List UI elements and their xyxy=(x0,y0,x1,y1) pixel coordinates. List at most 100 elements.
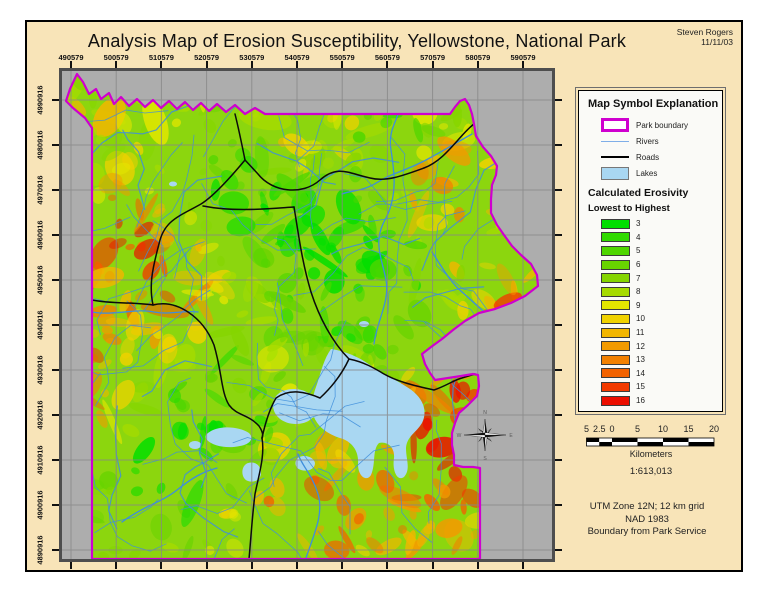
note-line: UTM Zone 12N; 12 km grid xyxy=(589,501,705,512)
x-axis-tick xyxy=(341,562,344,569)
roads-layer xyxy=(91,113,476,559)
note-line: NAD 1983 xyxy=(625,513,669,525)
x-axis-tick xyxy=(476,562,479,569)
legend-item-label: Park boundary xyxy=(636,120,689,130)
note-line: Boundary from Park Service xyxy=(587,526,707,537)
y-axis-label: 4960916 xyxy=(35,220,45,250)
y-axis-tick xyxy=(555,549,562,551)
x-axis-tick xyxy=(205,562,208,569)
scale-bar-number: 5 xyxy=(583,424,590,434)
y-axis-label: 4890916 xyxy=(35,535,45,565)
x-axis-tick xyxy=(522,61,524,68)
author-name: Steven Rogers xyxy=(676,27,733,37)
svg-text:N: N xyxy=(483,410,487,416)
scale-bar-number: 2.5 xyxy=(592,424,606,434)
x-axis-label: 510579 xyxy=(148,53,174,62)
scale-bar-number: 5 xyxy=(634,424,641,434)
x-axis-label: 550579 xyxy=(329,53,355,62)
legend-class-row: 12 xyxy=(601,339,722,353)
map-notes: UTM Zone 12N; 12 km grid NAD 1983 Boundary… xyxy=(547,501,747,539)
x-axis-tick xyxy=(160,562,163,569)
y-axis-label: 4980916 xyxy=(35,130,45,160)
erosivity-swatch xyxy=(601,273,630,284)
y-axis-label: 4930916 xyxy=(35,355,45,385)
erosivity-swatch xyxy=(601,232,630,243)
x-axis-tick xyxy=(250,61,253,68)
erosivity-swatch xyxy=(601,286,630,297)
legend-class-row: 7 xyxy=(601,271,722,285)
x-axis-tick xyxy=(250,562,253,569)
y-axis-tick xyxy=(52,99,59,101)
y-axis-tick xyxy=(52,369,59,371)
legend-box: Map Symbol Explanation Park boundary Rive… xyxy=(578,90,723,412)
y-axis-label: 4940916 xyxy=(35,310,45,340)
y-axis-tick xyxy=(52,459,59,461)
legend-class-row: 4 xyxy=(601,231,722,245)
erosivity-swatch xyxy=(601,327,630,338)
y-axis-tick xyxy=(52,279,59,281)
x-axis-tick xyxy=(115,562,118,569)
x-axis-label: 520579 xyxy=(194,53,220,62)
scale-bar: 5 2.5 0 5 10 15 20 Kilometers 1:613,013 xyxy=(583,424,723,484)
park-boundary xyxy=(64,72,540,559)
map-canvas: N E S W xyxy=(62,71,552,559)
map-frame: N E S W xyxy=(59,68,555,562)
author-date: 11/11/03 xyxy=(701,37,733,47)
y-axis-tick xyxy=(52,189,59,191)
y-axis-tick xyxy=(555,414,562,416)
erosivity-swatch xyxy=(601,354,630,365)
y-axis-tick xyxy=(52,414,59,416)
scale-ratio: 1:613,013 xyxy=(629,466,673,477)
y-axis-label: 4900916 xyxy=(35,490,45,520)
y-axis-tick xyxy=(555,99,562,101)
erosivity-swatch xyxy=(601,218,630,229)
erosivity-value: 10 xyxy=(636,314,645,324)
x-axis-tick xyxy=(115,61,118,68)
x-axis-label: 590579 xyxy=(510,53,536,62)
legend-title: Map Symbol Explanation xyxy=(588,98,719,110)
erosivity-value: 16 xyxy=(636,396,645,406)
erosivity-swatch xyxy=(601,313,630,324)
erosivity-value: 14 xyxy=(636,368,645,378)
x-axis-label: 570579 xyxy=(420,53,446,62)
y-axis-tick xyxy=(555,144,562,146)
y-axis-tick xyxy=(555,369,562,371)
legend-item: Park boundary xyxy=(601,117,722,133)
x-axis-tick xyxy=(160,61,163,68)
x-axis-tick xyxy=(205,61,208,68)
x-axis-tick xyxy=(70,61,72,68)
erosivity-swatch xyxy=(601,300,630,311)
y-axis-tick xyxy=(52,234,59,236)
erosivity-swatch xyxy=(601,381,630,392)
scale-bar-number: 10 xyxy=(657,424,669,434)
legend-class-row: 3 xyxy=(601,217,722,231)
erosivity-swatch xyxy=(601,259,630,270)
x-axis-label: 490579 xyxy=(58,53,84,62)
legend-item: Rivers xyxy=(601,133,722,149)
map-layout-panel: Analysis Map of Erosion Susceptibility, … xyxy=(25,20,743,572)
erosivity-swatch xyxy=(601,341,630,352)
y-axis-tick xyxy=(555,324,562,326)
erosivity-value: 11 xyxy=(636,328,645,338)
erosivity-value: 6 xyxy=(636,260,641,270)
x-axis-label: 530579 xyxy=(239,53,265,62)
erosivity-swatch xyxy=(601,368,630,379)
x-axis-tick xyxy=(386,562,389,569)
scale-bar-graphic xyxy=(586,437,715,447)
erosivity-value: 12 xyxy=(636,341,645,351)
erosivity-value: 8 xyxy=(636,287,641,297)
author-block: Steven Rogers 11/11/03 xyxy=(677,27,733,47)
erosivity-value: 5 xyxy=(636,246,641,256)
svg-text:W: W xyxy=(457,433,462,439)
x-axis-label: 500579 xyxy=(103,53,129,62)
legend-class-row: 11 xyxy=(601,326,722,340)
park-boundary-swatch xyxy=(601,118,629,132)
y-axis-label: 4920916 xyxy=(35,400,45,430)
x-axis-label: 540579 xyxy=(284,53,310,62)
legend-items: Park boundary Rivers Roads Lakes xyxy=(579,117,722,181)
x-axis-label: 580579 xyxy=(465,53,491,62)
legend-erosivity-heading: Calculated Erosivity xyxy=(588,187,689,199)
line-swatch xyxy=(601,140,629,142)
erosivity-value: 7 xyxy=(636,273,641,283)
scale-bar-number: 0 xyxy=(609,424,615,434)
